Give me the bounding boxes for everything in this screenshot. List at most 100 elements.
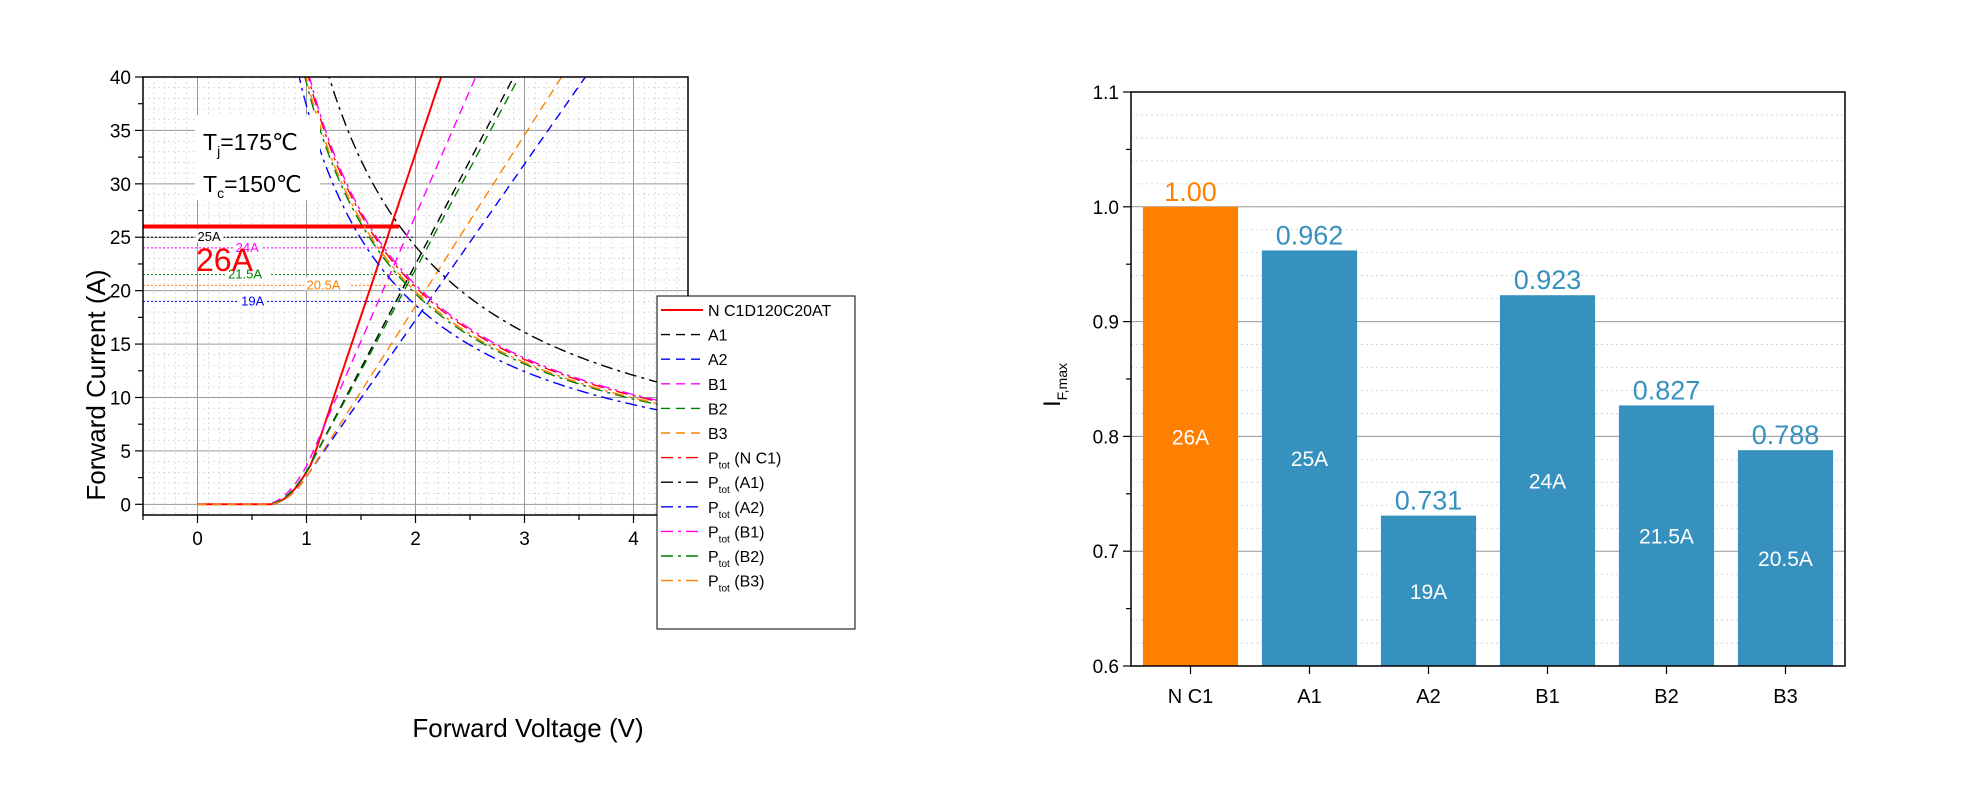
tc-annotation: Tc=150℃ <box>203 171 302 201</box>
iv-series-line <box>197 77 443 506</box>
legend-p-main: P <box>708 451 719 468</box>
bar-y-tick-label: 0.9 <box>1093 313 1119 334</box>
legend-p-sub: tot <box>719 534 730 545</box>
hline-label-bg <box>239 293 268 307</box>
tc-sub: c <box>217 185 224 201</box>
legend-p-rest: (N C1) <box>730 451 782 468</box>
iv-legend-label: Ptot (A1) <box>708 475 764 496</box>
iv-x-tick-label: 0 <box>192 529 203 550</box>
legend-p-rest: (B1) <box>730 524 765 541</box>
hline-label-bg <box>233 239 262 253</box>
bar-x-tick-label: B2 <box>1654 686 1678 708</box>
iv-legend-box <box>656 295 856 630</box>
legend-p-main: P <box>708 475 719 492</box>
legend-p-rest: (B3) <box>730 574 765 591</box>
hline-label: 21.5A <box>228 267 262 282</box>
tj-main: T <box>203 129 217 155</box>
legend-p-sub: tot <box>719 485 730 496</box>
bar-value-label: 0.788 <box>1752 420 1820 450</box>
legend-p-main: P <box>708 524 719 541</box>
iv-series-line <box>197 77 563 506</box>
hline-label-bg <box>304 277 349 291</box>
iv-legend-label: B1 <box>708 377 728 394</box>
bar-inner-label: 19A <box>1410 581 1447 604</box>
bar-y-tick-label: 1.1 <box>1093 83 1119 104</box>
bar-y-label-sub: F,max <box>1054 363 1070 400</box>
bar-b1 <box>1499 295 1596 666</box>
bar-b3 <box>1737 450 1834 666</box>
bar-x-tick-label: B1 <box>1535 686 1559 708</box>
bar-inner-label: 26A <box>1172 426 1209 449</box>
legend-p-rest: (B2) <box>730 549 765 566</box>
iv-x-tick-label: 2 <box>410 529 421 550</box>
iv-legend-label: B2 <box>708 401 728 418</box>
bar-a2 <box>1380 515 1477 666</box>
tc-main: T <box>203 171 217 197</box>
iv-series <box>197 77 688 506</box>
bar-x-tick-label: A1 <box>1297 686 1321 708</box>
legend-p-main: P <box>708 574 719 591</box>
bar-nc1 <box>1142 206 1239 667</box>
legend-p-rest: (A1) <box>730 475 765 492</box>
hline-label-bg <box>195 229 224 243</box>
tj-annotation: Tj=175℃ <box>203 129 298 159</box>
iv-legend-label: B3 <box>708 426 728 443</box>
iv-series-line <box>328 77 688 391</box>
iv-legend-label: Ptot (B1) <box>708 524 764 545</box>
bar-value-label: 0.827 <box>1633 375 1701 405</box>
bar-axis-ticks: 0.6 0.7 0.8 0.9 1.0 1.1 N C1 A1 A2 B1 B2 B3 <box>1093 83 1798 708</box>
bar-y-axis-label: IF,max <box>1039 363 1070 407</box>
bar-y-tick-label: 0.7 <box>1093 542 1119 563</box>
legend-p-sub: tot <box>719 559 730 570</box>
iv-legend-label: Ptot (B3) <box>708 574 764 595</box>
iv-reference-lines: 25A 24A 21.5A 20.5A 19A <box>143 224 416 308</box>
iv-legend-label: Ptot (N C1) <box>708 451 781 472</box>
bar-value-label: 0.731 <box>1395 486 1463 516</box>
bar-series: 1.00 26A 0.962 25A 0.731 19A 0.923 24A 0.827 21.5… <box>1142 177 1834 667</box>
big-26a-label: 26A <box>196 242 254 278</box>
legend-p-sub: tot <box>719 461 730 472</box>
bar-inner-label: 21.5A <box>1639 526 1694 549</box>
bar-b2 <box>1618 405 1715 666</box>
iv-y-tick-label: 0 <box>120 495 131 516</box>
bar-x-tick-label: N C1 <box>1168 686 1214 708</box>
iv-y-tick-label: 15 <box>110 335 131 356</box>
legend-p-sub: tot <box>719 584 730 595</box>
iv-y-tick-label: 40 <box>110 68 131 89</box>
bar-inner-label: 20.5A <box>1758 548 1813 571</box>
bar-a1 <box>1261 250 1358 666</box>
iv-y-tick-label: 10 <box>110 388 131 409</box>
iv-y-axis-label: Forward Current (A) <box>81 269 111 500</box>
bar-value-label: 0.923 <box>1514 265 1582 295</box>
iv-y-tick-label: 20 <box>110 282 131 303</box>
iv-series-line <box>305 77 688 411</box>
iv-y-tick-label: 25 <box>110 228 131 249</box>
iv-legend-label: Ptot (B2) <box>708 549 764 570</box>
iv-series-line <box>197 77 520 506</box>
legend-p-main: P <box>708 549 719 566</box>
temperature-box <box>195 115 320 200</box>
bar-y-label-main: I <box>1039 400 1066 407</box>
iv-legend-label: A1 <box>708 328 728 345</box>
iv-x-tick-label: 3 <box>519 529 530 550</box>
bar-y-tick-label: 0.8 <box>1093 427 1119 448</box>
hline-label: 25A <box>198 229 221 244</box>
legend-p-rest: (A2) <box>730 500 765 517</box>
iv-y-tick-label: 35 <box>110 121 131 142</box>
iv-x-tick-label: 4 <box>628 529 639 550</box>
bar-y-tick-label: 0.6 <box>1093 657 1119 678</box>
bar-value-label: 1.00 <box>1164 177 1217 207</box>
bar-inner-label: 25A <box>1291 448 1328 471</box>
iv-series-line <box>308 77 688 408</box>
iv-legend-label: A2 <box>708 352 728 369</box>
tj-sub: j <box>216 143 220 159</box>
bar-chart: 1.00 26A 0.962 25A 0.731 19A 0.923 24A 0.827 21.5… <box>1039 83 1846 708</box>
iv-x-tick-label: 1 <box>301 529 312 550</box>
iv-series-line <box>304 77 688 412</box>
bar-y-tick-label: 1.0 <box>1093 198 1119 219</box>
iv-legend-label: N C1D120C20AT <box>708 303 832 320</box>
